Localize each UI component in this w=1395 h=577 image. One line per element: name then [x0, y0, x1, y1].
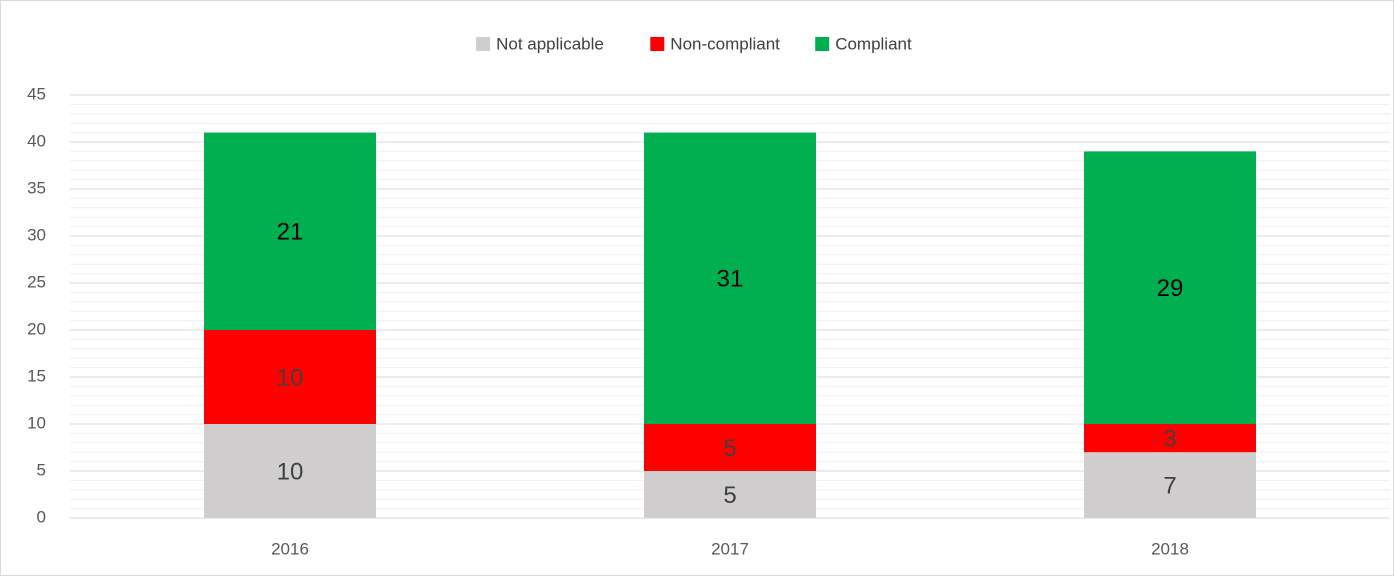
legend-swatch: [476, 37, 491, 51]
bar-segment: [204, 132, 376, 330]
bar-segment: [644, 471, 816, 518]
data-label: 21: [277, 219, 304, 246]
y-tick-label: 35: [27, 178, 46, 197]
x-tick-label: 2016: [271, 539, 309, 558]
data-label: 5: [723, 482, 736, 509]
data-label: 29: [1157, 275, 1184, 302]
y-tick-label: 15: [27, 366, 46, 385]
bar-segment: [1084, 424, 1256, 453]
data-label: 7: [1163, 472, 1176, 499]
bar-segment: [1084, 452, 1256, 518]
legend-label: Compliant: [835, 34, 912, 53]
y-tick-label: 30: [27, 225, 46, 244]
legend-label: Not applicable: [496, 34, 604, 53]
y-tick-label: 20: [27, 319, 46, 338]
legend-label: Non-compliant: [670, 34, 780, 53]
data-label: 3: [1163, 425, 1176, 452]
bar-segment: [204, 424, 376, 518]
y-tick-label: 0: [37, 507, 46, 526]
y-tick-label: 5: [37, 460, 46, 479]
data-label: 10: [277, 364, 304, 391]
bar-segment: [644, 424, 816, 471]
y-tick-label: 40: [27, 131, 46, 150]
x-tick-label: 2017: [711, 539, 749, 558]
y-tick-label: 25: [27, 272, 46, 291]
y-tick-label: 45: [27, 84, 46, 103]
legend-swatch: [650, 37, 665, 51]
data-label: 10: [277, 458, 304, 485]
bar-segment: [1084, 151, 1256, 424]
data-label: 31: [717, 266, 744, 293]
bar-segment: [204, 330, 376, 424]
y-tick-label: 10: [27, 413, 46, 432]
bar-segment: [644, 132, 816, 424]
x-tick-label: 2018: [1151, 539, 1189, 558]
data-label: 5: [723, 435, 736, 462]
legend-swatch: [815, 37, 830, 51]
